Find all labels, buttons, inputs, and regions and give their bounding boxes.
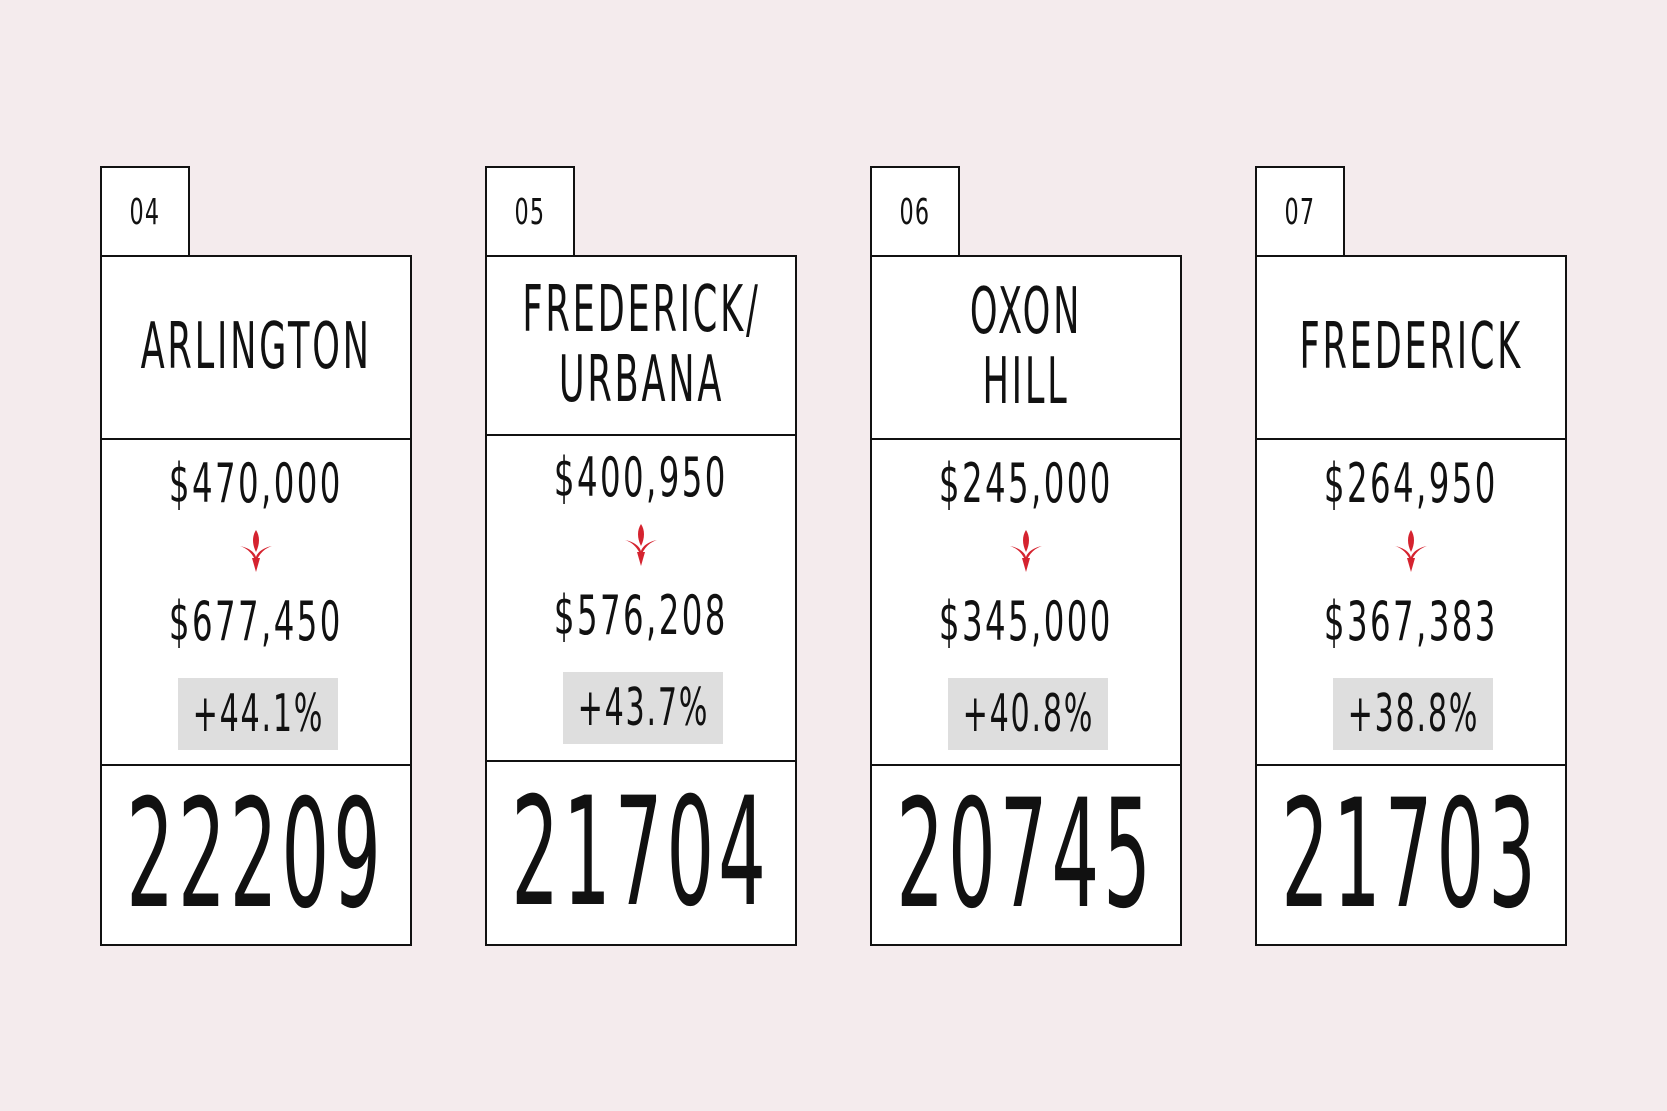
rank-tab: 06 (870, 166, 960, 257)
price-to-label: $367,383 (1324, 590, 1498, 653)
price-to-label: $345,000 (939, 590, 1113, 653)
zip-card: 05 FREDERICK/ URBANA $400,950 $576,208 (485, 166, 797, 946)
zip-card: 06 OXON HILL $245,000 $345,000 (870, 166, 1182, 946)
price-section: $264,950 $367,383 +38.8% (1257, 440, 1565, 766)
rank-tab: 05 (485, 166, 575, 257)
neighborhood-name: ARLINGTON (102, 257, 410, 440)
price-section: $400,950 $576,208 +43.7% (487, 436, 795, 762)
price-to-label: $677,450 (169, 590, 343, 653)
neighborhood-name: FREDERICK (1257, 257, 1565, 440)
price-to: $367,383 (1257, 590, 1565, 653)
zip-code: 21704 (487, 762, 795, 944)
percent-change-label: +40.8% (962, 684, 1094, 744)
rank-label: 05 (514, 192, 546, 233)
neighborhood-label: OXON HILL (969, 275, 1083, 419)
price-to: $576,208 (487, 584, 795, 647)
percent-change-label: +38.8% (1347, 684, 1479, 744)
card-body: FREDERICK/ URBANA $400,950 $576,208 +43.… (485, 255, 797, 946)
rank-tab: 07 (1255, 166, 1345, 257)
rank-label: 07 (1284, 192, 1316, 233)
zip-code-label: 21703 (1281, 768, 1541, 942)
neighborhood-label: ARLINGTON (140, 309, 372, 384)
card-body: OXON HILL $245,000 $345,000 +40.8% (870, 255, 1182, 946)
rank-label: 04 (129, 192, 161, 233)
zip-code-label: 22209 (126, 768, 386, 942)
rank-tab: 04 (100, 166, 190, 257)
zip-code: 21703 (1257, 766, 1565, 944)
zip-card: 07 FREDERICK $264,950 $367,383 (1255, 166, 1567, 946)
percent-change-label: +43.7% (577, 678, 709, 738)
neighborhood-label: FREDERICK (1299, 309, 1523, 384)
percent-change-badge: +44.1% (178, 678, 338, 750)
card-body: FREDERICK $264,950 $367,383 +38.8% (1255, 255, 1567, 946)
zip-code-label: 21704 (511, 766, 771, 940)
price-section: $245,000 $345,000 +40.8% (872, 440, 1180, 766)
neighborhood-name: FREDERICK/ URBANA (487, 257, 795, 436)
down-arrow-icon (240, 530, 272, 572)
zip-code: 20745 (872, 766, 1180, 944)
rank-label: 06 (899, 192, 931, 233)
price-to: $345,000 (872, 590, 1180, 653)
zip-code: 22209 (102, 766, 410, 944)
card-body: ARLINGTON $470,000 $677,450 +44.1% (100, 255, 412, 946)
zip-code-label: 20745 (896, 768, 1156, 942)
zip-card: 04 ARLINGTON $470,000 $677,450 (100, 166, 412, 946)
price-from-label: $264,950 (1324, 452, 1498, 515)
down-arrow-icon (625, 524, 657, 566)
price-from: $470,000 (102, 452, 410, 515)
price-from: $400,950 (487, 446, 795, 509)
price-from: $245,000 (872, 452, 1180, 515)
down-arrow-icon (1395, 530, 1427, 572)
price-section: $470,000 $677,450 +44.1% (102, 440, 410, 766)
percent-change-label: +44.1% (192, 684, 324, 744)
price-to-label: $576,208 (554, 584, 728, 647)
neighborhood-label: FREDERICK/ URBANA (521, 273, 761, 417)
percent-change-badge: +38.8% (1333, 678, 1493, 750)
percent-change-badge: +40.8% (948, 678, 1108, 750)
neighborhood-name: OXON HILL (872, 257, 1180, 440)
price-to: $677,450 (102, 590, 410, 653)
percent-change-badge: +43.7% (563, 672, 723, 744)
price-from-label: $245,000 (939, 452, 1113, 515)
down-arrow-icon (1010, 530, 1042, 572)
price-from-label: $400,950 (554, 446, 728, 509)
price-from-label: $470,000 (169, 452, 343, 515)
price-from: $264,950 (1257, 452, 1565, 515)
